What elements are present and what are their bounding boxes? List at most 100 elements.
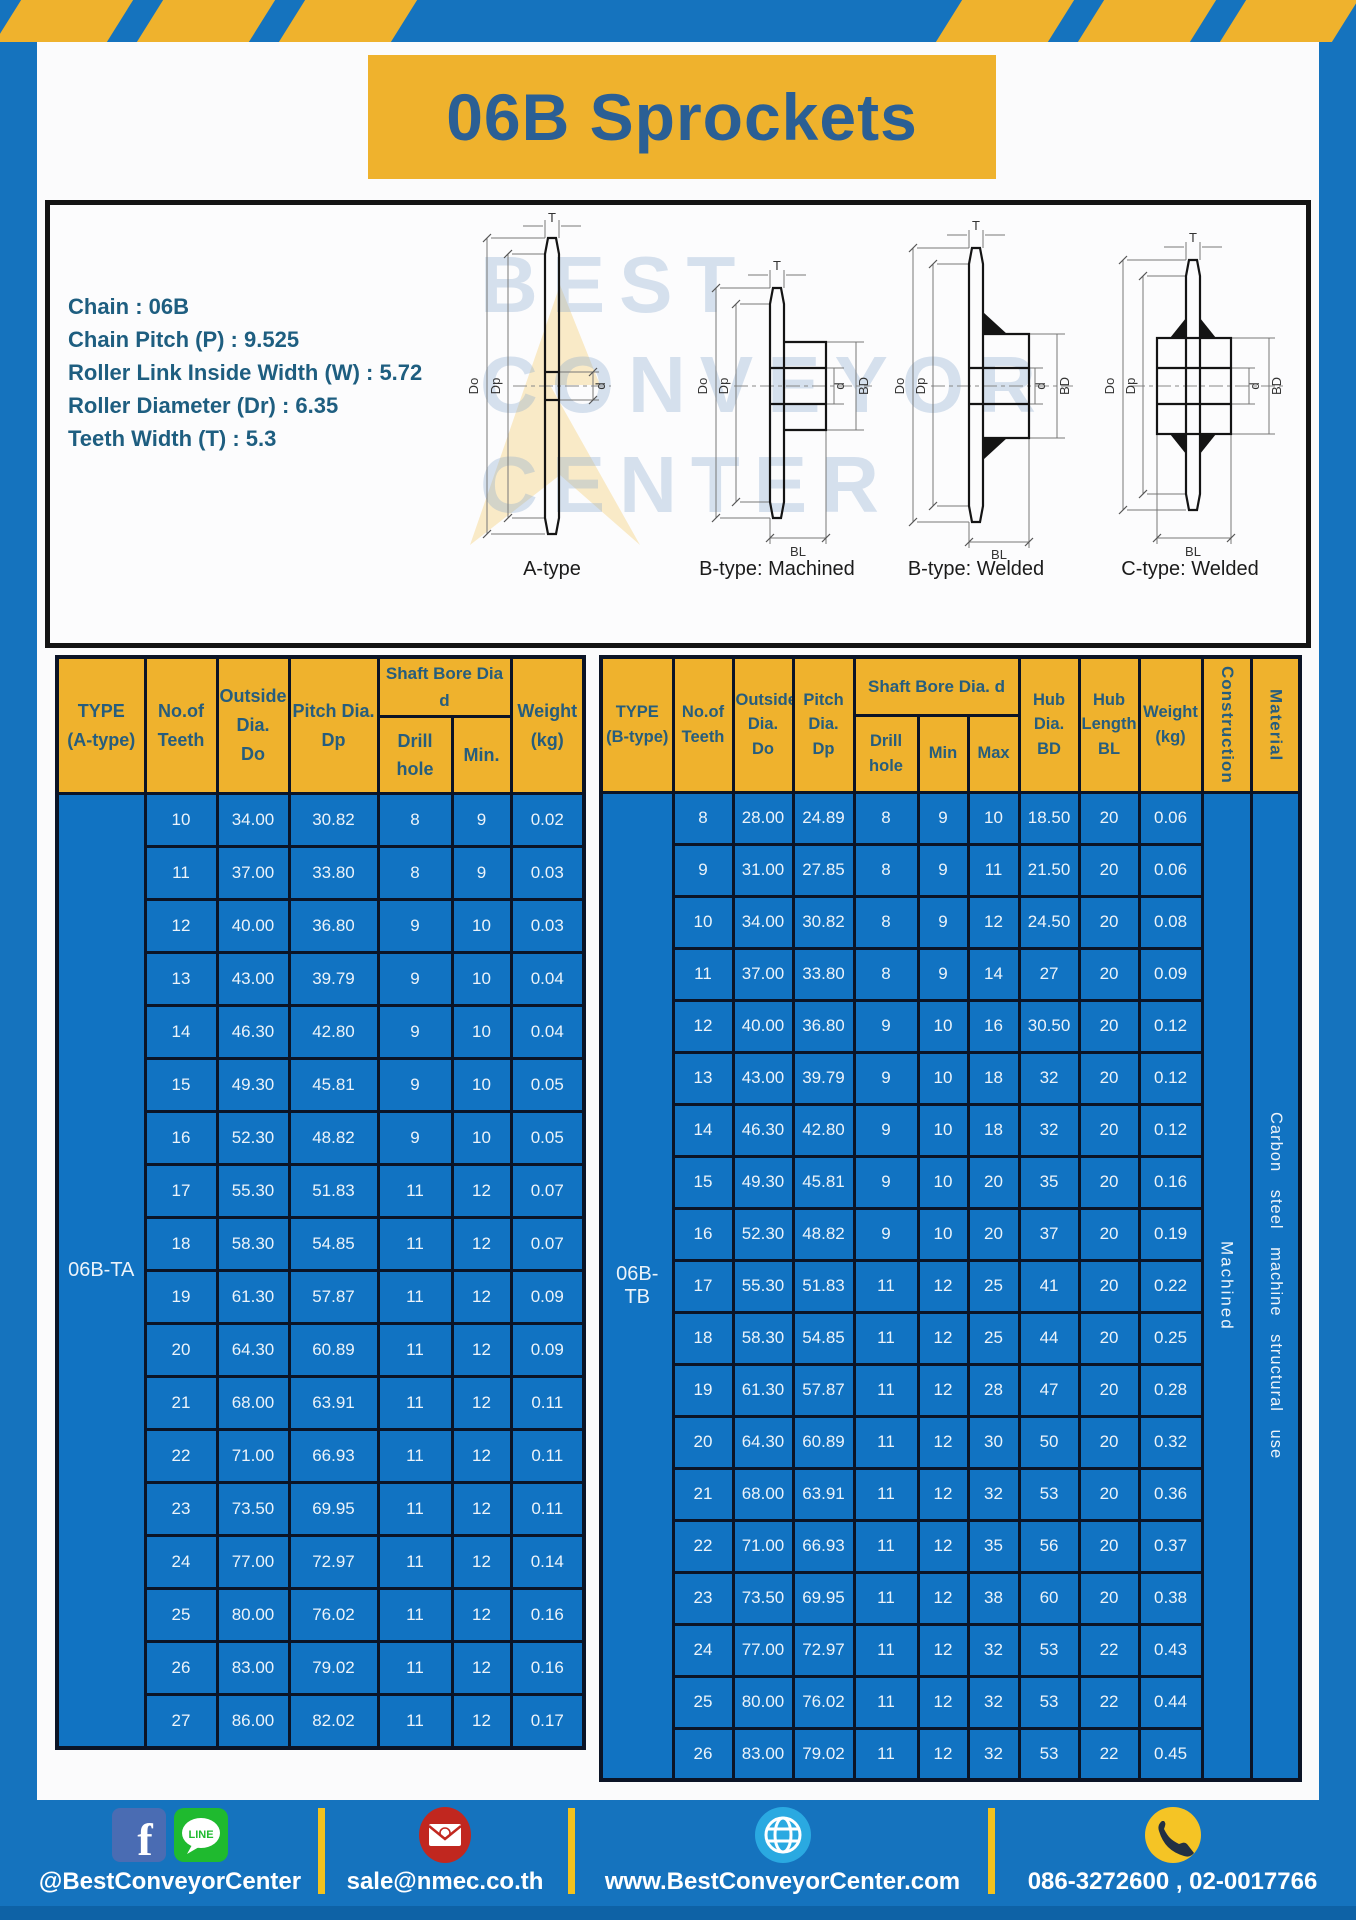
table-cell: 11 [852, 1258, 920, 1314]
table-cell: 25 [143, 1587, 219, 1644]
table-cell: 10 [916, 1050, 970, 1106]
table-cell: 14 [671, 1102, 735, 1158]
table-cell: 9 [376, 1057, 454, 1114]
table-cell: 0.37 [1137, 1518, 1204, 1574]
table-row: 19 61.30 57.87 11 12 0.09 [57, 1269, 586, 1326]
col-header-outside-dia: Outside Dia. Do [215, 655, 291, 796]
stripe-decoration [935, 0, 1075, 42]
table-cell: 11 [966, 842, 1021, 898]
type-cell: 06B-TA [55, 792, 147, 1750]
table-cell: 61.30 [731, 1362, 795, 1418]
table-row: 12 40.00 36.80 9 10 16 30.50 20 0.12 [601, 998, 1300, 1054]
table-cell: 11 [852, 1674, 920, 1730]
footer-website[interactable]: www.BestConveyorCenter.com [590, 1806, 975, 1896]
table-cell: 32 [966, 1726, 1021, 1782]
table-cell: 38 [966, 1570, 1021, 1626]
table-row: 21 68.00 63.91 11 12 0.11 [57, 1375, 586, 1432]
table-cell: 11 [143, 845, 219, 902]
table-cell: 86.00 [215, 1693, 291, 1750]
footer-divider [568, 1808, 575, 1894]
table-cell: 0.22 [1137, 1258, 1204, 1314]
col-header-max: Max [966, 713, 1021, 794]
table-cell: 58.30 [731, 1310, 795, 1366]
table-cell: 80.00 [731, 1674, 795, 1730]
table-cell: 39.79 [791, 1050, 856, 1106]
table-cell: 20 [966, 1154, 1021, 1210]
sprocket-b-type-welded-diagram: T Do Dp d BD BL [892, 218, 1073, 560]
table-row: 11 37.00 33.80 8 9 0.03 [57, 845, 586, 902]
table-cell: 0.16 [1137, 1154, 1204, 1210]
table-cell: 35 [966, 1518, 1021, 1574]
table-cell: 20 [671, 1414, 735, 1470]
table-cell: 0.09 [1137, 946, 1204, 1002]
table-cell: 11 [376, 1693, 454, 1750]
table-cell: 10 [966, 790, 1021, 846]
table-cell: 20 [966, 1206, 1021, 1262]
table-cell: 17 [143, 1163, 219, 1220]
table-cell: 12 [916, 1310, 970, 1366]
table-cell: 12 [450, 1163, 513, 1220]
table-cell: 50 [1017, 1414, 1081, 1470]
table-cell: 8 [376, 792, 454, 849]
dim-label-d: d [1033, 382, 1048, 389]
footer-website-url: www.BestConveyorCenter.com [604, 1868, 961, 1895]
footer-email[interactable]: sale@nmec.co.th [335, 1806, 555, 1896]
table-cell: 0.06 [1137, 790, 1204, 846]
stripe-decoration [1077, 0, 1217, 42]
spec-line: Chain : 06B [68, 294, 190, 319]
table-cell: 51.83 [287, 1163, 380, 1220]
table-cell: 9 [852, 1206, 920, 1262]
table-cell: 41 [1017, 1258, 1081, 1314]
table-cell: 0.17 [509, 1693, 586, 1750]
table-cell: 46.30 [215, 1004, 291, 1061]
table-cell: 49.30 [215, 1057, 291, 1114]
table-cell: 83.00 [215, 1640, 291, 1697]
table-cell: 11 [852, 1726, 920, 1782]
table-row: 16 52.30 48.82 9 10 20 37 20 0.19 [601, 1206, 1300, 1262]
table-cell: 11 [852, 1570, 920, 1626]
table-cell: 47 [1017, 1362, 1081, 1418]
table-cell: 18 [966, 1050, 1021, 1106]
table-row: 06B-TA 10 34.00 30.82 8 9 0.02 [55, 792, 586, 1750]
table-cell: 51.83 [791, 1258, 856, 1314]
col-header-type: TYPE (A-type) [55, 655, 147, 796]
table-cell: 0.11 [509, 1375, 586, 1432]
table-cell: 12 [450, 1269, 513, 1326]
table-cell: 45.81 [791, 1154, 856, 1210]
table-cell: 12 [450, 1428, 513, 1485]
footer-bottom-strip [0, 1906, 1356, 1920]
table-cell: 18 [966, 1102, 1021, 1158]
table-row: 14 46.30 42.80 9 10 18 32 20 0.12 [601, 1102, 1300, 1158]
table-cell: 20 [1077, 1258, 1141, 1314]
table-cell: 0.04 [509, 1004, 586, 1061]
construction-cell: Machined [1200, 790, 1253, 1782]
table-cell: 11 [852, 1622, 920, 1678]
table-row: 15 49.30 45.81 9 10 20 35 20 0.16 [601, 1154, 1300, 1210]
table-row: 19 61.30 57.87 11 12 28 47 20 0.28 [601, 1362, 1300, 1418]
table-row: 9 31.00 27.85 8 9 11 21.50 20 0.06 [601, 842, 1300, 898]
table-row: 12 40.00 36.80 9 10 0.03 [57, 898, 586, 955]
dim-label-t: T [972, 218, 980, 233]
chain-specs: Chain : 06B Chain Pitch (P) : 9.525 Roll… [68, 290, 422, 455]
table-cell: 10 [671, 894, 735, 950]
table-cell: 72.97 [791, 1622, 856, 1678]
col-header-construction: Construction [1200, 655, 1253, 794]
table-cell: 0.11 [509, 1481, 586, 1538]
col-header-type: TYPE (B-type) [599, 655, 675, 794]
footer-phone[interactable]: 086-3272600 , 02-0017766 [1005, 1806, 1340, 1896]
table-cell: 71.00 [731, 1518, 795, 1574]
footer-email-address: sale@nmec.co.th [346, 1868, 544, 1895]
table-cell: 27 [143, 1693, 219, 1750]
table-cell: 30.50 [1017, 998, 1081, 1054]
table-cell: 32 [966, 1622, 1021, 1678]
footer-social[interactable]: f LINE @BestConveyorCenter [25, 1806, 315, 1896]
table-cell: 9 [916, 946, 970, 1002]
material-cell: Carbon steel machine structural use [1249, 790, 1302, 1782]
table-cell: 12 [450, 1322, 513, 1379]
table-cell: 22 [671, 1518, 735, 1574]
table-cell: 11 [376, 1375, 454, 1432]
table-cell: 0.08 [1137, 894, 1204, 950]
table-cell: 36.80 [791, 998, 856, 1054]
table-row: 13 43.00 39.79 9 10 0.04 [57, 951, 586, 1008]
